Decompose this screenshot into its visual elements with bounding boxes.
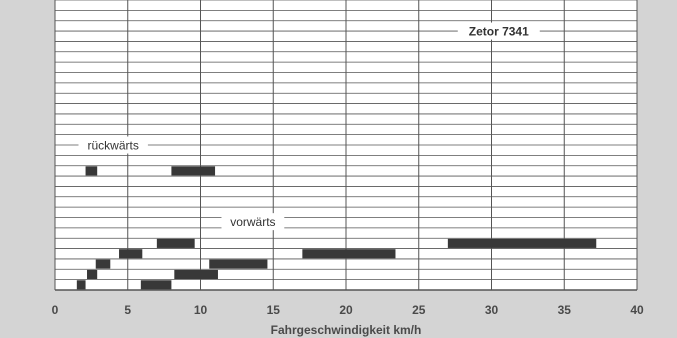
annotation: Zetor 7341: [457, 22, 540, 40]
annotation-label: vorwärts: [230, 215, 275, 229]
x-tick-label: 30: [485, 303, 499, 317]
annotation: vorwärts: [221, 213, 285, 231]
speed-range-bar: [140, 280, 172, 290]
x-tick-label: 40: [630, 303, 644, 317]
speed-range-bar: [447, 238, 597, 248]
speed-range-bar: [156, 238, 195, 248]
annotation-background: [457, 22, 540, 40]
x-tick-label: 10: [194, 303, 208, 317]
speed-range-bar: [85, 166, 98, 176]
annotation-label: rückwärts: [88, 139, 139, 153]
annotation: rückwärts: [78, 136, 148, 154]
speed-range-bar: [174, 269, 218, 280]
annotation-background: [78, 136, 148, 154]
x-tick-label: 0: [52, 303, 59, 317]
annotation-label: Zetor 7341: [469, 25, 529, 39]
speed-range-bar: [171, 166, 216, 176]
x-axis-label: Fahrgeschwindigkeit km/h: [271, 323, 422, 337]
x-tick-label: 35: [558, 303, 572, 317]
x-tick-label: 5: [124, 303, 131, 317]
x-tick-label: 25: [412, 303, 426, 317]
speed-range-bar: [119, 249, 143, 259]
speed-range-bar: [76, 280, 86, 290]
speed-bars: [76, 166, 597, 290]
speed-range-bar: [209, 259, 268, 269]
speed-range-bar: [95, 259, 111, 269]
speed-range-bar: [302, 249, 396, 259]
x-tick-label: 15: [267, 303, 281, 317]
x-tick-label: 20: [339, 303, 353, 317]
annotation-background: [221, 213, 285, 231]
x-tick-labels: 0 5 10 15 20 25 30 35 40: [52, 303, 644, 317]
speed-range-bar: [87, 269, 98, 280]
annotations: Zetor 7341 rückwärts vorwärts: [78, 22, 540, 231]
